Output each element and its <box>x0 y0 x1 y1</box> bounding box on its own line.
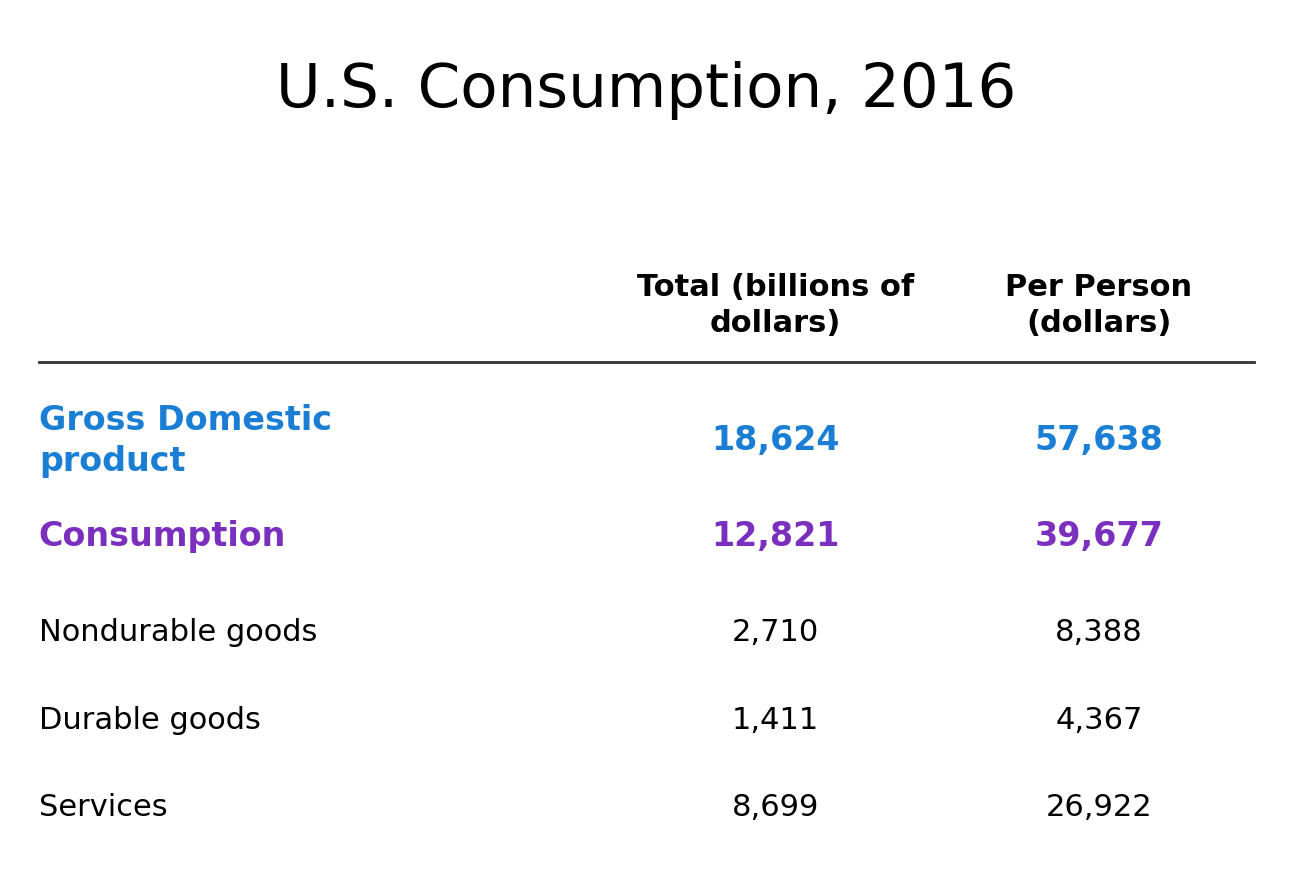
Text: Total (billions of
dollars): Total (billions of dollars) <box>637 273 914 338</box>
Text: Nondurable goods: Nondurable goods <box>39 618 317 648</box>
Text: Per Person
(dollars): Per Person (dollars) <box>1006 273 1192 338</box>
Text: 1,411: 1,411 <box>732 705 820 735</box>
Text: Services: Services <box>39 793 167 822</box>
Text: 18,624: 18,624 <box>711 424 840 457</box>
Text: 8,388: 8,388 <box>1055 618 1143 648</box>
Text: Gross Domestic
product: Gross Domestic product <box>39 404 332 478</box>
Text: 39,677: 39,677 <box>1034 520 1164 553</box>
Text: Durable goods: Durable goods <box>39 705 261 735</box>
Text: U.S. Consumption, 2016: U.S. Consumption, 2016 <box>277 61 1016 120</box>
Text: 57,638: 57,638 <box>1034 424 1164 457</box>
Text: 8,699: 8,699 <box>732 793 820 822</box>
Text: Consumption: Consumption <box>39 520 286 553</box>
Text: 4,367: 4,367 <box>1055 705 1143 735</box>
Text: 12,821: 12,821 <box>711 520 840 553</box>
Text: 2,710: 2,710 <box>732 618 820 648</box>
Text: 26,922: 26,922 <box>1046 793 1152 822</box>
